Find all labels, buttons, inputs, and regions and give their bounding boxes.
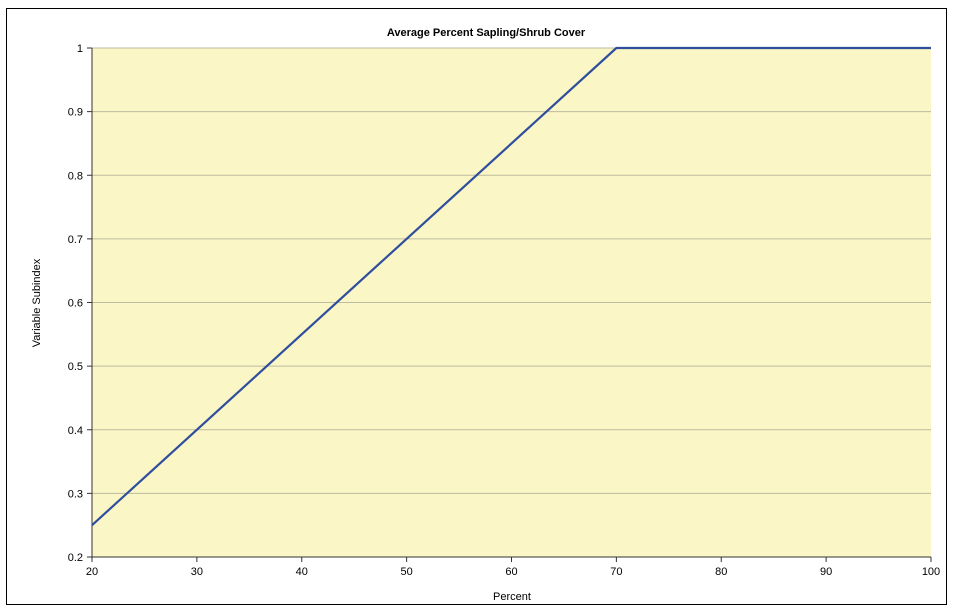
y-tick-label-1: 0.3 — [68, 488, 83, 500]
y-tick-labels: 0.2 0.3 0.4 0.5 0.6 0.7 0.8 0.9 1 — [68, 43, 83, 564]
y-axis-label: Variable Subindex — [31, 258, 43, 347]
y-tick-label-2: 0.4 — [68, 425, 83, 437]
y-tick-label-6: 0.8 — [68, 170, 83, 182]
x-tick-label-8: 100 — [922, 566, 940, 578]
y-tick-label-4: 0.6 — [68, 298, 83, 310]
gridlines — [92, 47, 931, 494]
y-tick-label-8: 1 — [77, 43, 83, 55]
x-tick-label-0: 20 — [86, 566, 98, 578]
x-axis-label: Percent — [493, 591, 531, 603]
y-tick-label-0: 0.2 — [68, 552, 83, 564]
x-tick-labels: 20 30 40 50 60 70 80 90 100 — [86, 566, 940, 578]
x-tick-label-4: 60 — [505, 566, 517, 578]
y-tick-label-5: 0.7 — [68, 234, 83, 246]
x-tick-label-1: 30 — [191, 566, 203, 578]
series-line-0 — [91, 46, 931, 527]
y-tick-label-3: 0.5 — [68, 361, 83, 373]
x-tick-label-3: 50 — [401, 566, 413, 578]
x-tick-label-5: 70 — [610, 566, 622, 578]
x-tick-label-6: 80 — [715, 566, 727, 578]
series-layer — [91, 46, 931, 527]
x-tick-label-7: 90 — [820, 566, 832, 578]
x-tick-label-2: 40 — [296, 566, 308, 578]
axes — [87, 47, 932, 562]
y-tick-label-7: 0.9 — [68, 107, 83, 119]
chart-title: Average Percent Sapling/Shrub Cover — [387, 27, 586, 39]
